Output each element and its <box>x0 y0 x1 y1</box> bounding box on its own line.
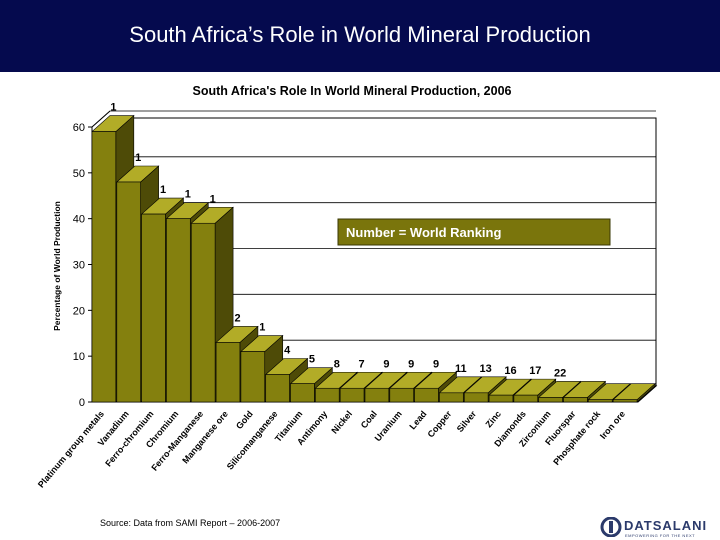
bar-front <box>414 387 439 403</box>
ranking-note: Number = World Ranking <box>346 225 501 240</box>
bar-front <box>389 387 414 403</box>
bar-front <box>240 351 266 403</box>
y-tick-label: 20 <box>73 305 85 317</box>
bar-front <box>364 387 390 403</box>
ranking-label: 22 <box>554 367 566 379</box>
title-banner <box>0 0 720 72</box>
ranking-label: 1 <box>160 184 166 196</box>
ranking-label: 13 <box>480 363 492 375</box>
y-tick-label: 30 <box>73 260 85 272</box>
bar-front <box>463 392 489 403</box>
company-logo: DATSALANI EMPOWERING FOR THE NEXT <box>596 514 720 540</box>
ranking-label: 1 <box>185 189 191 201</box>
ranking-label: 9 <box>383 358 389 370</box>
ranking-label: 9 <box>433 358 439 370</box>
chart-title: South Africa's Role In World Mineral Pro… <box>193 84 512 98</box>
bar-front <box>563 397 588 403</box>
logo-name: DATSALANI <box>624 518 708 533</box>
y-tick-label: 40 <box>73 214 85 226</box>
y-tick-label: 60 <box>73 122 85 134</box>
ranking-note-box <box>337 218 611 246</box>
bar-front <box>513 394 539 403</box>
ranking-label: 5 <box>309 354 315 366</box>
bar-front <box>538 397 563 403</box>
bar-front <box>488 394 514 403</box>
bar-front <box>141 213 166 403</box>
slide-title: South Africa’s Role in World Mineral Pro… <box>129 22 591 47</box>
bar-front <box>315 387 340 403</box>
ranking-label: 17 <box>529 365 541 377</box>
bar-front <box>290 383 315 403</box>
bar-front <box>612 399 638 403</box>
bar-front <box>91 131 117 403</box>
ranking-label: 1 <box>135 152 141 164</box>
logo-tagline: EMPOWERING FOR THE NEXT <box>625 533 696 538</box>
y-tick-label: 0 <box>79 397 85 409</box>
y-tick-label: 10 <box>73 351 85 363</box>
y-axis-label: Percentage of World Production <box>52 201 62 331</box>
bar-front <box>265 374 290 403</box>
ranking-label: 1 <box>210 193 216 205</box>
bar <box>612 383 656 403</box>
y-axis-edge <box>91 110 111 128</box>
bar-front <box>190 222 216 403</box>
source-note: Source: Data from SAMI Report – 2006-200… <box>100 518 281 528</box>
bar-front <box>166 218 191 403</box>
ranking-label: 11 <box>455 363 467 375</box>
ranking-label: 7 <box>359 358 365 370</box>
bar-front <box>439 392 464 403</box>
bar-front <box>215 342 241 403</box>
bar-front <box>588 399 613 403</box>
ranking-label: 9 <box>408 358 414 370</box>
bar-chart: South Africa's Role In World Mineral Pro… <box>0 72 720 518</box>
ranking-label: 8 <box>334 358 340 370</box>
bar-front <box>116 181 141 403</box>
ranking-label: 16 <box>504 365 516 377</box>
ranking-label: 1 <box>110 102 116 114</box>
ranking-label: 2 <box>234 312 240 324</box>
y-tick-label: 50 <box>73 168 85 180</box>
ranking-label: 4 <box>284 345 291 357</box>
bar-front <box>339 387 365 403</box>
logo-mark-icon <box>600 517 622 537</box>
ranking-label: 1 <box>259 322 265 334</box>
